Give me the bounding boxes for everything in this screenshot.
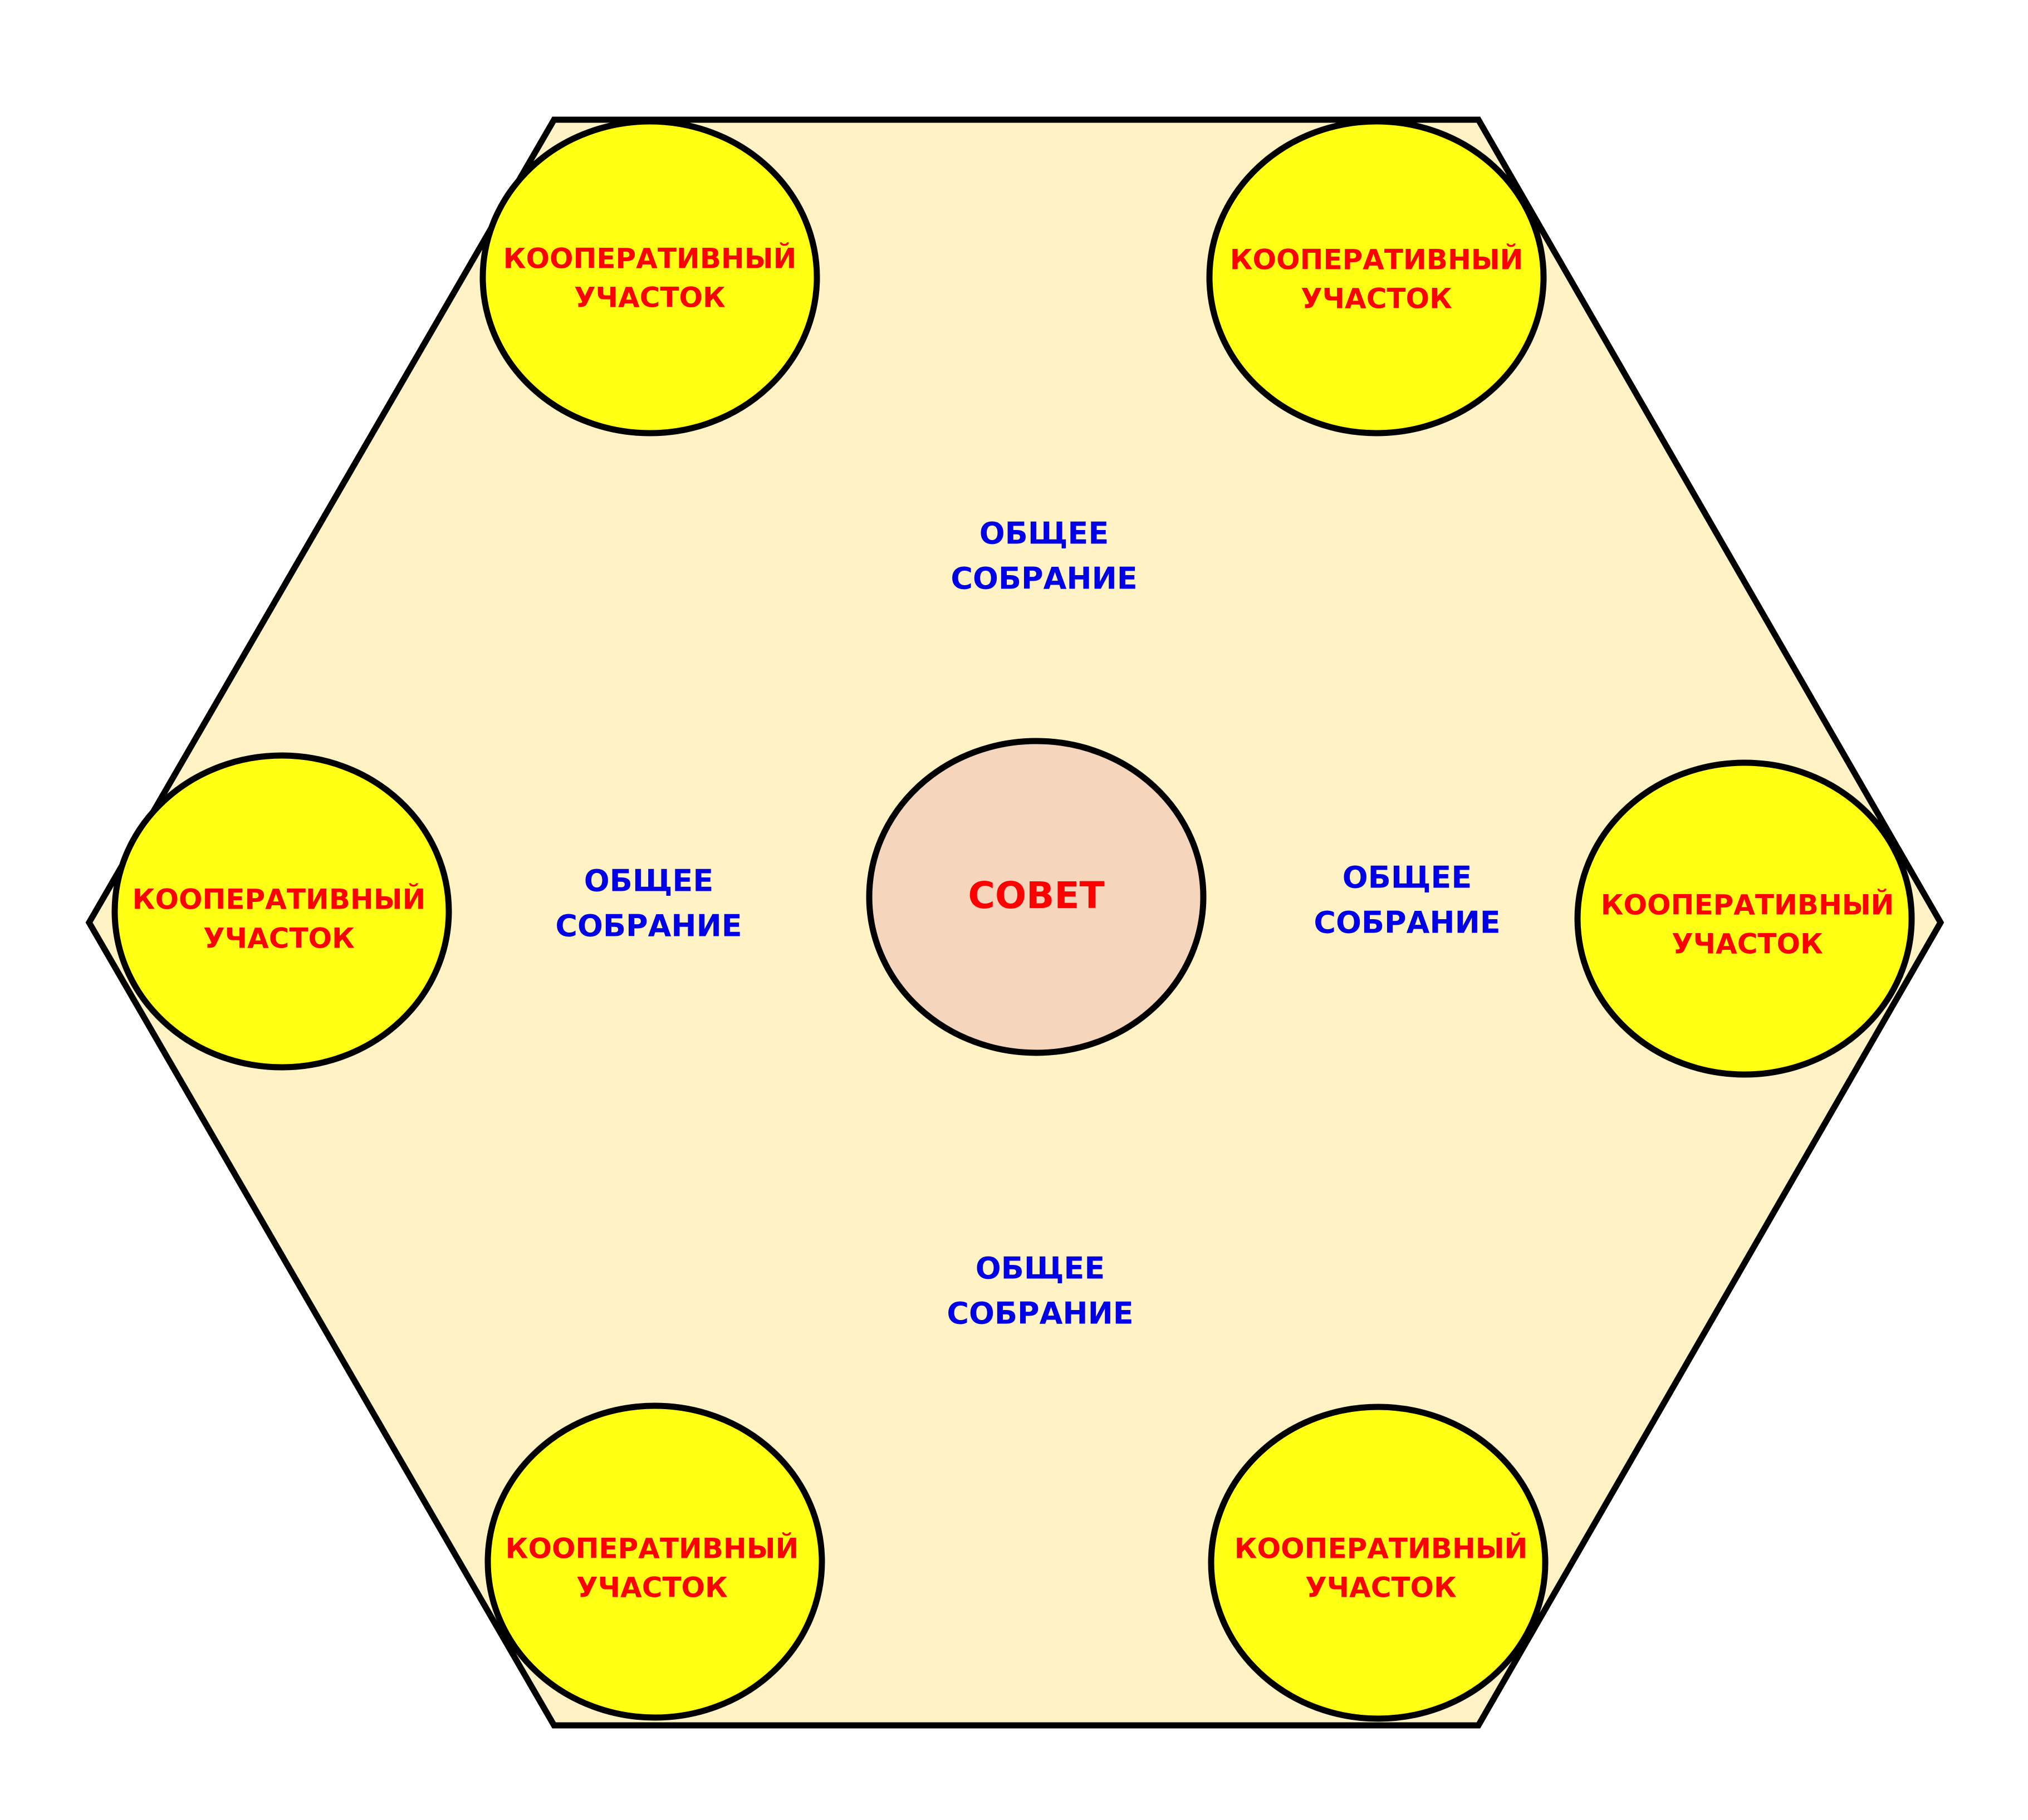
cooperative-unit-label-line2: УЧАСТОК bbox=[576, 1572, 728, 1604]
cooperative-unit-left: КООПЕРАТИВНЫЙ УЧАСТОК bbox=[111, 752, 452, 1071]
cooperative-unit-circle bbox=[1208, 1404, 1549, 1722]
assembly-label-top-line2: СОБРАНИЕ bbox=[951, 561, 1137, 596]
cooperative-unit-bottom-left: КООПЕРАТИВНЫЙ УЧАСТОК bbox=[484, 1402, 825, 1721]
council-circle bbox=[866, 738, 1207, 1056]
assembly-label-right-line1: ОБЩЕЕ bbox=[1343, 860, 1472, 895]
council-node: СОВЕТ bbox=[866, 738, 1207, 1056]
cooperative-unit-label-line1: КООПЕРАТИВНЫЙ bbox=[133, 883, 426, 916]
cooperative-unit-right: КООПЕРАТИВНЫЙ УЧАСТОК bbox=[1574, 759, 1915, 1078]
cooperative-unit-label-line1: КООПЕРАТИВНЫЙ bbox=[1601, 889, 1894, 921]
cooperative-unit-label-line2: УЧАСТОК bbox=[1672, 928, 1823, 960]
cooperative-unit-label-line1: КООПЕРАТИВНЫЙ bbox=[503, 242, 797, 275]
assembly-label-right: ОБЩЕЕ СОБРАНИЕ bbox=[1314, 860, 1500, 940]
cooperative-unit-top-right: КООПЕРАТИВНЫЙ УЧАСТОК bbox=[1206, 118, 1547, 436]
cooperative-unit-label-line1: КООПЕРАТИВНЫЙ bbox=[506, 1532, 799, 1565]
cooperative-unit-circle bbox=[1206, 118, 1547, 436]
assembly-label-bottom-line1: ОБЩЕЕ bbox=[976, 1251, 1105, 1286]
cooperative-unit-bottom-right: КООПЕРАТИВНЫЙ УЧАСТОК bbox=[1208, 1404, 1549, 1722]
assembly-label-top-line1: ОБЩЕЕ bbox=[979, 516, 1109, 551]
cooperative-unit-circle bbox=[1574, 759, 1915, 1078]
cooperative-unit-circle bbox=[111, 752, 452, 1071]
cooperative-unit-label-line1: КООПЕРАТИВНЫЙ bbox=[1230, 243, 1524, 276]
cooperative-unit-label-line2: УЧАСТОК bbox=[1301, 283, 1452, 315]
cooperative-unit-label-line1: КООПЕРАТИВНЫЙ bbox=[1235, 1532, 1528, 1565]
assembly-label-left: ОБЩЕЕ СОБРАНИЕ bbox=[555, 864, 742, 944]
cooperative-unit-label-line2: УЧАСТОК bbox=[1305, 1572, 1457, 1604]
assembly-label-left-line2: СОБРАНИЕ bbox=[555, 909, 742, 944]
assembly-label-bottom: ОБЩЕЕ СОБРАНИЕ bbox=[947, 1251, 1133, 1331]
cooperative-unit-label-line2: УЧАСТОК bbox=[203, 923, 355, 955]
cooperative-unit-top-left: КООПЕРАТИВНЫЙ УЧАСТОК bbox=[479, 118, 820, 436]
assembly-label-bottom-line2: СОБРАНИЕ bbox=[947, 1296, 1133, 1331]
assembly-label-left-line1: ОБЩЕЕ bbox=[584, 864, 713, 899]
cooperative-unit-circle bbox=[484, 1402, 825, 1721]
council-label: СОВЕТ bbox=[968, 874, 1105, 917]
cooperative-unit-label-line2: УЧАСТОК bbox=[574, 282, 726, 314]
assembly-label-top: ОБЩЕЕ СОБРАНИЕ bbox=[951, 516, 1137, 596]
cooperative-unit-circle bbox=[479, 118, 820, 436]
assembly-label-right-line2: СОБРАНИЕ bbox=[1314, 905, 1500, 940]
